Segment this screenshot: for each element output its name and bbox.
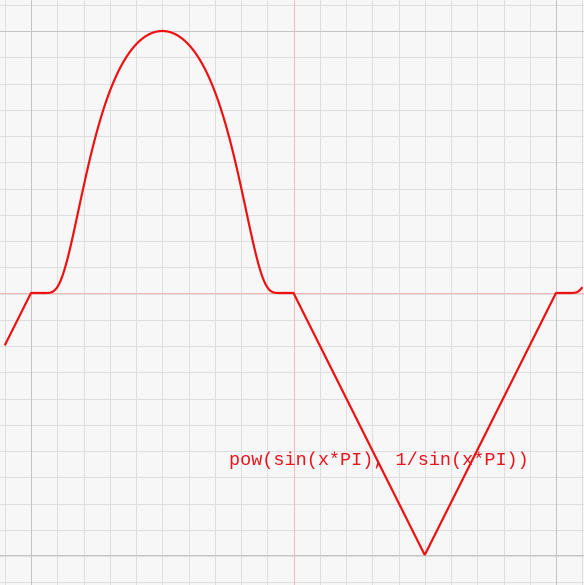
formula-label: pow(sin(x*PI), 1/sin(x*PI)) [229,450,529,471]
series-line [3,29,584,556]
